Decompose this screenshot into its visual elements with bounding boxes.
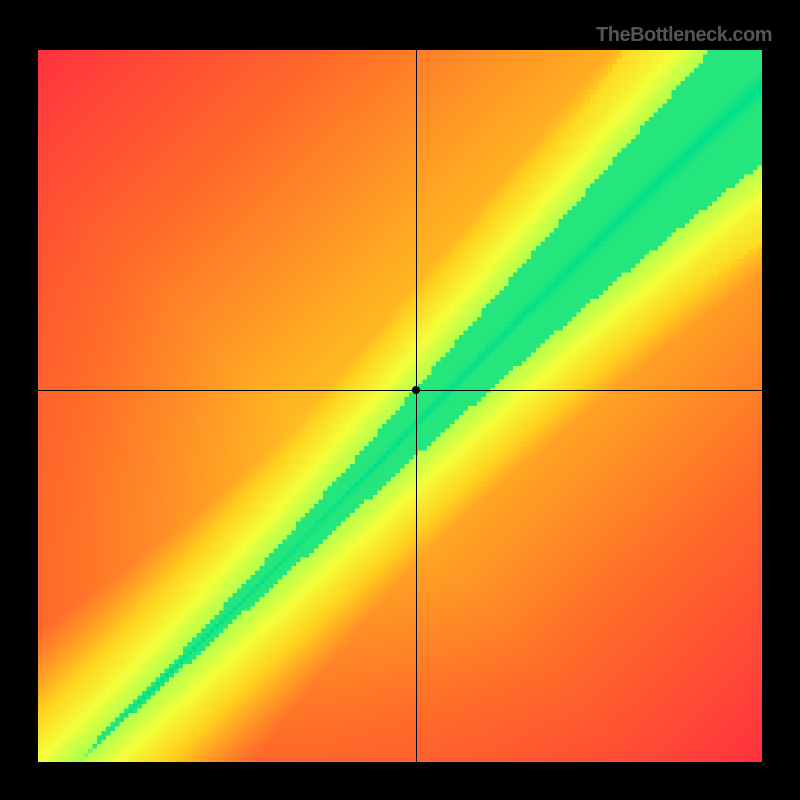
watermark-text: TheBottleneck.com [596,24,772,47]
crosshair-horizontal [38,390,762,391]
plot-area [38,50,762,762]
bottleneck-heatmap [38,50,762,762]
crosshair-vertical [416,50,417,762]
crosshair-marker [412,386,420,394]
outer-frame: TheBottleneck.com [20,20,780,780]
